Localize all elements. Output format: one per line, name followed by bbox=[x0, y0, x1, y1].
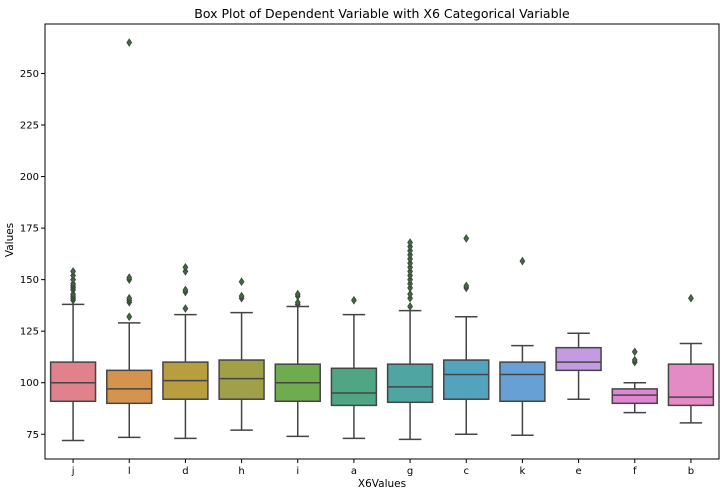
x-tick-label-f: f bbox=[633, 466, 637, 477]
outlier-point bbox=[126, 312, 133, 322]
x-tick-label-j: j bbox=[71, 466, 75, 477]
box-iqr bbox=[218, 359, 265, 400]
y-tick-label: 75 bbox=[26, 430, 39, 441]
box-group-l bbox=[106, 38, 153, 439]
y-tick-label: 175 bbox=[20, 224, 39, 235]
x-tick-label-a: a bbox=[351, 466, 357, 477]
outlier-point bbox=[463, 234, 470, 243]
x-tick-label-g: g bbox=[407, 466, 413, 477]
box-iqr bbox=[443, 359, 490, 400]
box-iqr bbox=[330, 367, 378, 407]
outlier-point bbox=[238, 291, 245, 301]
box-group-h bbox=[218, 277, 265, 431]
outlier-point bbox=[407, 238, 413, 247]
x-tick-label-c: c bbox=[464, 466, 470, 477]
x-tick-label-l: l bbox=[128, 466, 131, 477]
y-tick-label: 150 bbox=[20, 275, 39, 286]
box-iqr bbox=[106, 369, 153, 405]
y-tick-label: 225 bbox=[20, 121, 39, 132]
outlier-point bbox=[351, 295, 357, 305]
x-tick-label-k: k bbox=[520, 466, 526, 477]
box-group-k bbox=[499, 256, 546, 437]
x-tick-label-e: e bbox=[576, 466, 582, 477]
outlier-point bbox=[70, 267, 76, 276]
box-iqr bbox=[49, 361, 97, 403]
box-group-i bbox=[274, 289, 321, 438]
box-group-j bbox=[49, 267, 97, 442]
x-tick-label-i: i bbox=[296, 466, 299, 477]
box-group-g bbox=[386, 238, 434, 441]
outlier-point bbox=[126, 38, 133, 47]
outlier-point bbox=[631, 355, 638, 365]
y-tick-label: 100 bbox=[20, 378, 39, 389]
box-group-f bbox=[611, 347, 658, 414]
outlier-point bbox=[463, 281, 470, 291]
outlier-point bbox=[631, 347, 638, 357]
outlier-point bbox=[182, 285, 189, 295]
outlier-point bbox=[126, 273, 133, 282]
outlier-point bbox=[238, 277, 245, 287]
outlier-point bbox=[294, 297, 301, 307]
outlier-point bbox=[407, 289, 413, 299]
box-iqr bbox=[386, 363, 434, 404]
box-group-a bbox=[330, 295, 378, 440]
box-group-b bbox=[667, 293, 715, 424]
outlier-point bbox=[294, 289, 301, 299]
outlier-point bbox=[407, 302, 413, 311]
chart-title: Box Plot of Dependent Variable with X6 C… bbox=[194, 6, 570, 21]
outlier-point bbox=[519, 256, 526, 266]
outlier-point bbox=[182, 262, 189, 272]
y-tick-label: 200 bbox=[20, 172, 39, 183]
x-axis-label: X6Values bbox=[358, 478, 406, 490]
outlier-point bbox=[126, 293, 133, 303]
box-iqr bbox=[555, 346, 602, 372]
box-iqr bbox=[611, 388, 658, 405]
outlier-point bbox=[688, 293, 694, 303]
y-axis-label: Values bbox=[4, 223, 16, 257]
plot-frame bbox=[44, 23, 720, 460]
box-group-e bbox=[555, 332, 602, 400]
y-tick-label: 250 bbox=[20, 69, 39, 80]
box-group-c bbox=[443, 234, 490, 436]
box-group-d bbox=[162, 262, 209, 440]
x-tick-label-b: b bbox=[688, 466, 694, 477]
outlier-point bbox=[182, 304, 189, 313]
plot-area: 75 100 125 150 175 200 225 250 j l d h i a g c k e f b bbox=[20, 23, 720, 477]
box-iqr bbox=[667, 363, 715, 407]
y-tick-label: 125 bbox=[20, 327, 39, 338]
box-iqr bbox=[499, 361, 546, 403]
x-tick-label-h: h bbox=[238, 466, 244, 477]
x-tick-label-d: d bbox=[182, 466, 188, 477]
